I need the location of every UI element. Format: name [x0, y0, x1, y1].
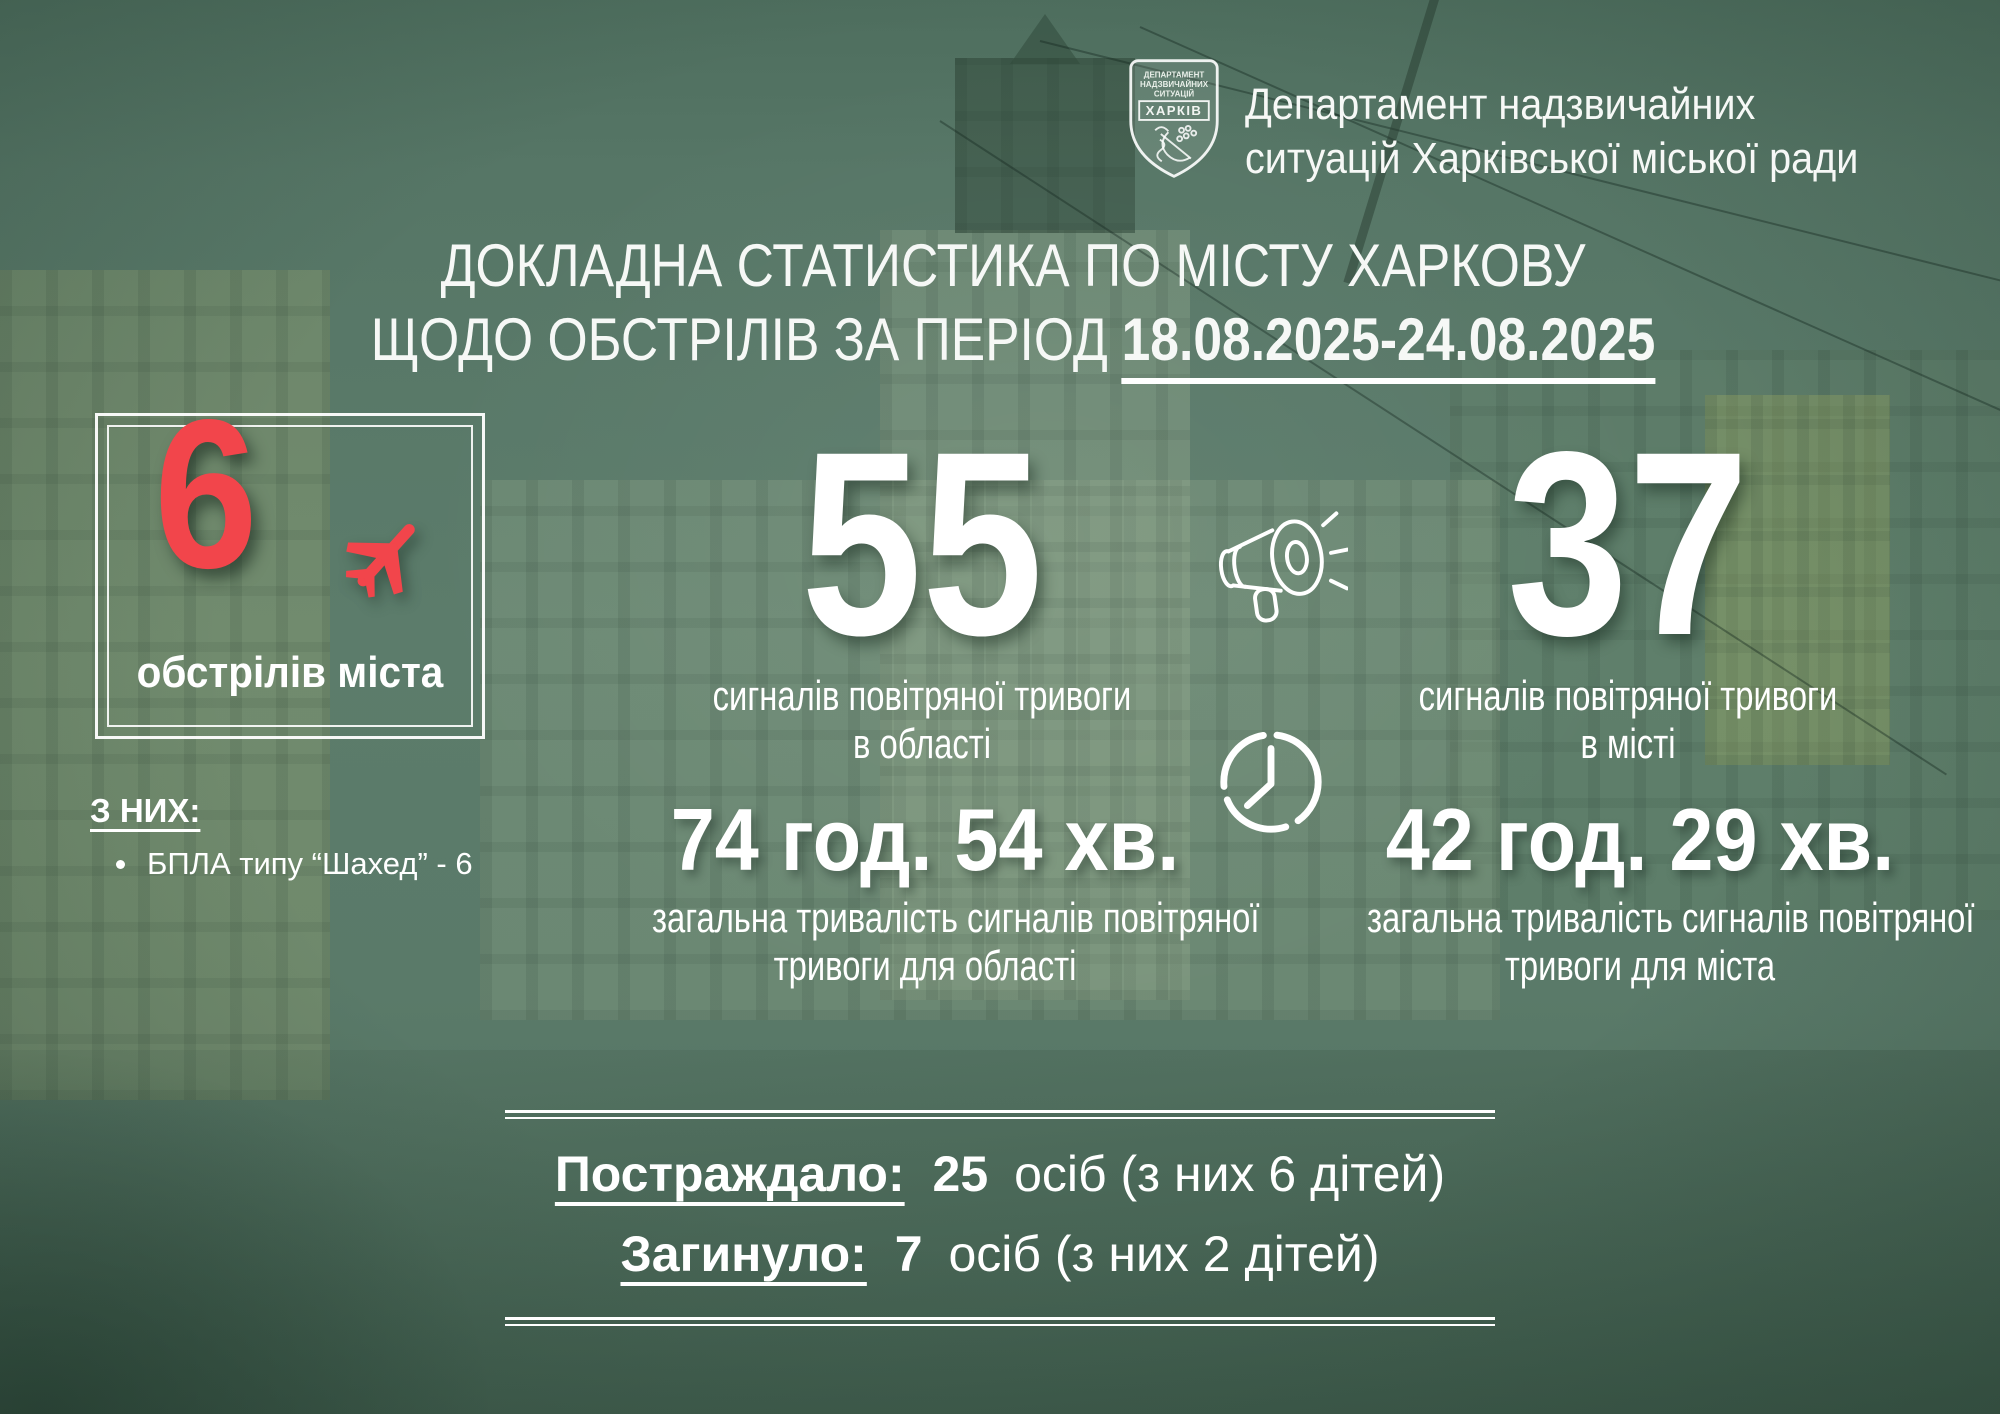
alerts-oblast-label-line2: в області	[852, 719, 992, 767]
alerts-oblast-label-line1: сигналів повітряної тривоги	[712, 671, 1132, 719]
alerts-oblast: 55 сигналів повітряної тривоги в області	[622, 397, 1222, 768]
duration-city-label-line2: тривоги для міста	[1504, 942, 1776, 989]
background-billboard	[1705, 395, 1890, 765]
injured-row: Постраждало: 25 осіб (з них 6 дітей)	[505, 1143, 1495, 1205]
duration-city-value: 42 год. 29 хв.	[1385, 790, 1895, 889]
killed-suffix: осіб (з них 2 дітей)	[948, 1226, 1380, 1282]
department-shield-icon: ДЕПАРТАМЕНТ НАДЗВИЧАЙНИХ СИТУАЦІЙ ХАРКІВ	[1127, 56, 1221, 182]
alerts-oblast-value: 55	[801, 397, 1043, 690]
breakdown-item: БПЛА типу “Шахед” - 6	[90, 846, 473, 882]
shellings-label: обстрілів міста	[136, 648, 444, 697]
background-building-main	[480, 480, 1500, 1020]
injured-label: Постраждало:	[554, 1146, 905, 1202]
title-line2: ЩОДО ОБСТРІЛІВ ЗА ПЕРІОД 18.08.2025-24.08…	[153, 306, 1873, 384]
org-name-line2: ситуацій Харківської міської ради	[1245, 134, 1859, 183]
org-name: Департамент надзвичайних ситуацій Харків…	[1245, 78, 1858, 186]
background-building-left	[0, 270, 330, 1100]
duration-oblast-value: 74 год. 54 хв.	[670, 790, 1180, 889]
shellings-box: 6 обстрілів міста	[95, 388, 485, 739]
shellings-breakdown: З НИХ: БПЛА типу “Шахед” - 6	[90, 792, 473, 882]
duration-oblast-label-line2: тривоги для області	[773, 942, 1077, 989]
clock-icon	[1212, 723, 1330, 841]
injured-suffix: осіб (з них 6 дітей)	[1014, 1146, 1446, 1202]
shield-banner: ХАРКІВ	[1146, 103, 1203, 118]
alerts-city: 37 сигналів повітряної тривоги в місті	[1328, 397, 1928, 768]
killed-value: 7	[894, 1226, 923, 1282]
duration-city-label-line1: загальна тривалість сигналів повітряної	[1367, 894, 1975, 941]
divider-bottom	[505, 1317, 1495, 1326]
duration-city: 42 год. 29 хв. загальна тривалість сигна…	[1290, 796, 1990, 990]
alerts-city-label-line2: в місті	[1580, 719, 1676, 767]
breakdown-heading: З НИХ:	[90, 792, 201, 829]
shield-text-3: СИТУАЦІЙ	[1154, 89, 1195, 98]
cornucopia-caduceus-emblem	[1154, 125, 1198, 163]
org-name-line1: Департамент надзвичайних	[1245, 80, 1756, 129]
report-period: 18.08.2025-24.08.2025	[1121, 306, 1656, 384]
alerts-city-label-line1: сигналів повітряної тривоги	[1418, 671, 1838, 719]
bullet-dot-icon	[116, 859, 125, 869]
background-tower-top	[955, 58, 1135, 233]
divider-top	[505, 1110, 1495, 1119]
plane-icon	[336, 508, 432, 604]
duration-oblast: 74 год. 54 хв. загальна тривалість сигна…	[575, 796, 1275, 990]
megaphone-icon	[1198, 505, 1348, 623]
duration-oblast-label-line1: загальна тривалість сигналів повітряної	[652, 894, 1260, 941]
alerts-city-value: 37	[1507, 397, 1749, 690]
title-line2-prefix: ЩОДО ОБСТРІЛІВ ЗА ПЕРІОД	[370, 306, 1108, 373]
shellings-count: 6	[154, 375, 258, 612]
background-tower	[880, 230, 1190, 1000]
shield-text-1: ДЕПАРТАМЕНТ	[1144, 71, 1205, 80]
shellings-box-inner-frame	[107, 425, 473, 727]
page-title: ДОКЛАДНА СТАТИСТИКА ПО МІСТУ ХАРКОВУ ЩОД…	[13, 232, 2000, 384]
killed-row: Загинуло: 7 осіб (з них 2 дітей)	[505, 1223, 1495, 1285]
background-building-right	[1450, 350, 2000, 920]
shield-text-2: НАДЗВИЧАЙНИХ	[1140, 80, 1209, 89]
breakdown-item-text: БПЛА типу “Шахед” - 6	[147, 846, 473, 881]
injured-value: 25	[932, 1146, 989, 1202]
casualties-section: Постраждало: 25 осіб (з них 6 дітей) Заг…	[505, 1110, 1495, 1326]
killed-label: Загинуло:	[620, 1226, 867, 1282]
title-line1: ДОКЛАДНА СТАТИСТИКА ПО МІСТУ ХАРКОВУ	[440, 232, 1586, 299]
